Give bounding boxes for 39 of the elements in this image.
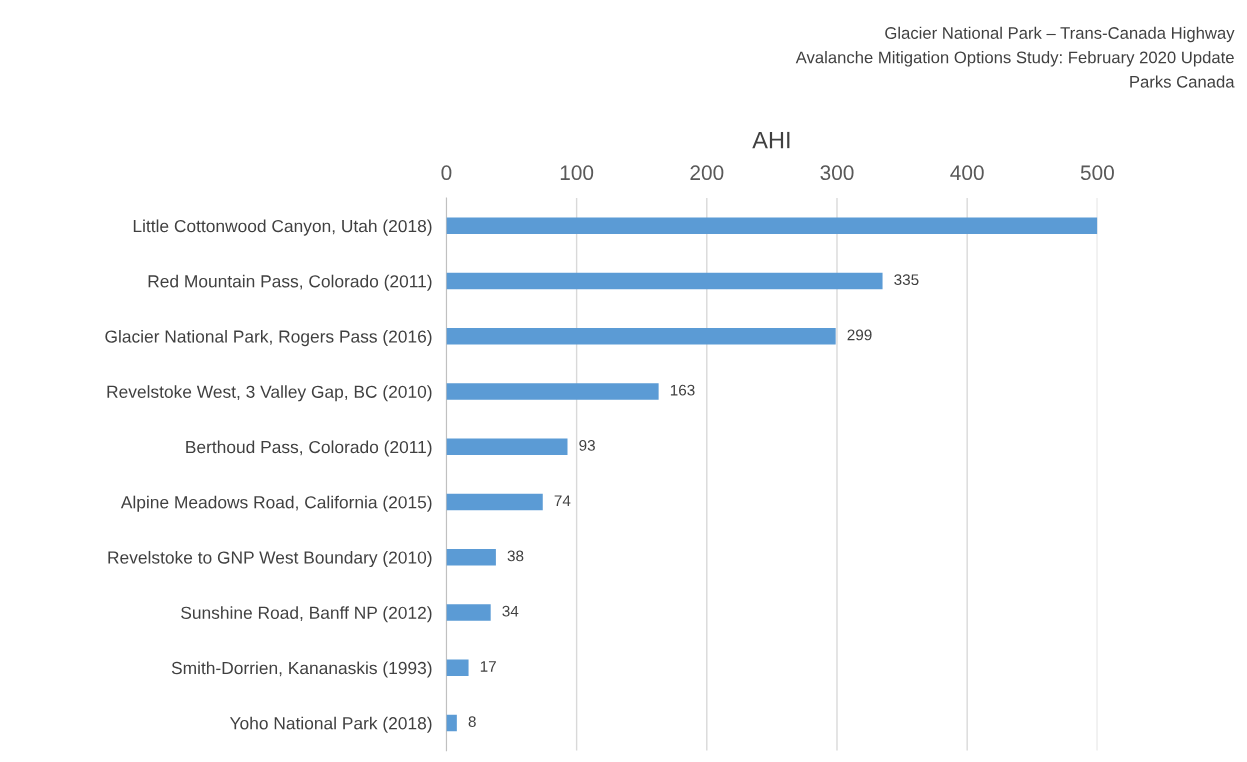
data-label: 17 (480, 661, 496, 672)
data-label: 299 (847, 329, 872, 341)
y-tick-label: Alpine Meadows Road, California (2015) (120, 495, 432, 512)
data-label: 74 (554, 495, 571, 506)
y-tick-label: Glacier National Park, Rogers Pass (2016) (105, 329, 432, 347)
x-tick-label: 200 (690, 165, 724, 181)
bar (446, 272, 883, 290)
bar (446, 659, 469, 676)
y-tick-label: Little Cottonwood Canyon, Utah (2018) (133, 219, 432, 236)
x-tick-label: 300 (820, 165, 854, 181)
x-tick-label: 400 (950, 165, 984, 181)
data-label: 163 (670, 384, 695, 396)
text: Avalanche Mitigation Options Study: February 2020 Update (795, 51, 1234, 67)
y-tick-label: Berthoud Pass, Colorado (2011) (186, 440, 432, 457)
y-tick-label: Smith-Dorrien, Kananaskis (1993) (171, 661, 432, 678)
text: Glacier National Park – Trans-Canada Highway (885, 26, 1235, 43)
data-label: 93 (579, 440, 595, 451)
x-tick-label: 500 (1080, 165, 1114, 181)
data-label: 38 (507, 550, 524, 562)
y-tick-label: Revelstoke West, 3 Valley Gap, BC (2010) (107, 385, 432, 402)
x-tick-label: 100 (560, 165, 594, 181)
bar (446, 217, 1098, 235)
bar (446, 548, 496, 566)
y-tick-label: Sunshine Road, Banff NP (2012) (181, 606, 432, 623)
data-label: 8 (468, 716, 476, 728)
x-tick-label: 0 (441, 165, 452, 181)
data-label: 335 (894, 274, 919, 286)
x-axis-title: AHI (752, 131, 790, 149)
bar (446, 327, 836, 345)
y-tick-label: Red Mountain Pass, Colorado (2011) (148, 274, 432, 291)
y-tick-label: Yoho National Park (2018) (229, 716, 432, 733)
bar (446, 383, 659, 400)
text: Parks Canada (1130, 75, 1235, 88)
bar (446, 493, 543, 511)
bar (446, 714, 457, 732)
data-label: 34 (502, 605, 519, 617)
bar (446, 604, 491, 621)
y-tick-label: Revelstoke to GNP West Boundary (2010) (108, 550, 432, 568)
bar (446, 438, 568, 456)
